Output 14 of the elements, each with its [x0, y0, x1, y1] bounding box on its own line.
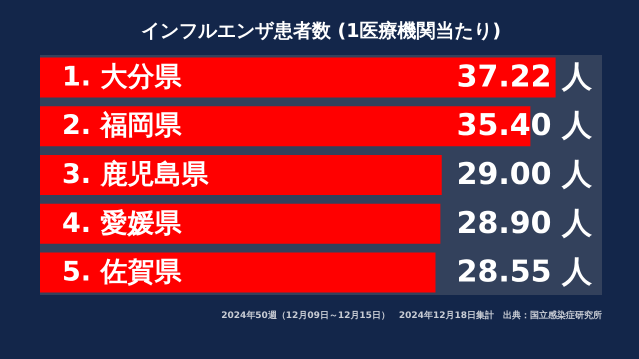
bar [40, 57, 556, 98]
y-tick-label: 2. 福岡県 [62, 110, 182, 142]
bar [40, 204, 440, 244]
y-tick-label: 5. 佐賀県 [62, 256, 182, 288]
y-tick-label: 1. 大分県 [62, 61, 182, 92]
y-tick-label: 4. 愛媛県 [62, 208, 182, 239]
text: 2024年50週（12月09日～12月15日） 2024年12月18日集計 出典：国立感染症研究所 [221, 310, 602, 321]
data-label: 37.22 人 [456, 59, 593, 94]
bar [40, 252, 436, 293]
data-label: 28.90 人 [456, 206, 593, 241]
y-tick-label: 3. 鹿児島県 [62, 159, 210, 190]
chart-title: インフルエンザ患者数 (1医療機関当たり) [140, 20, 502, 42]
data-label: 28.55 人 [456, 254, 593, 290]
data-label: 29.00 人 [456, 157, 593, 192]
